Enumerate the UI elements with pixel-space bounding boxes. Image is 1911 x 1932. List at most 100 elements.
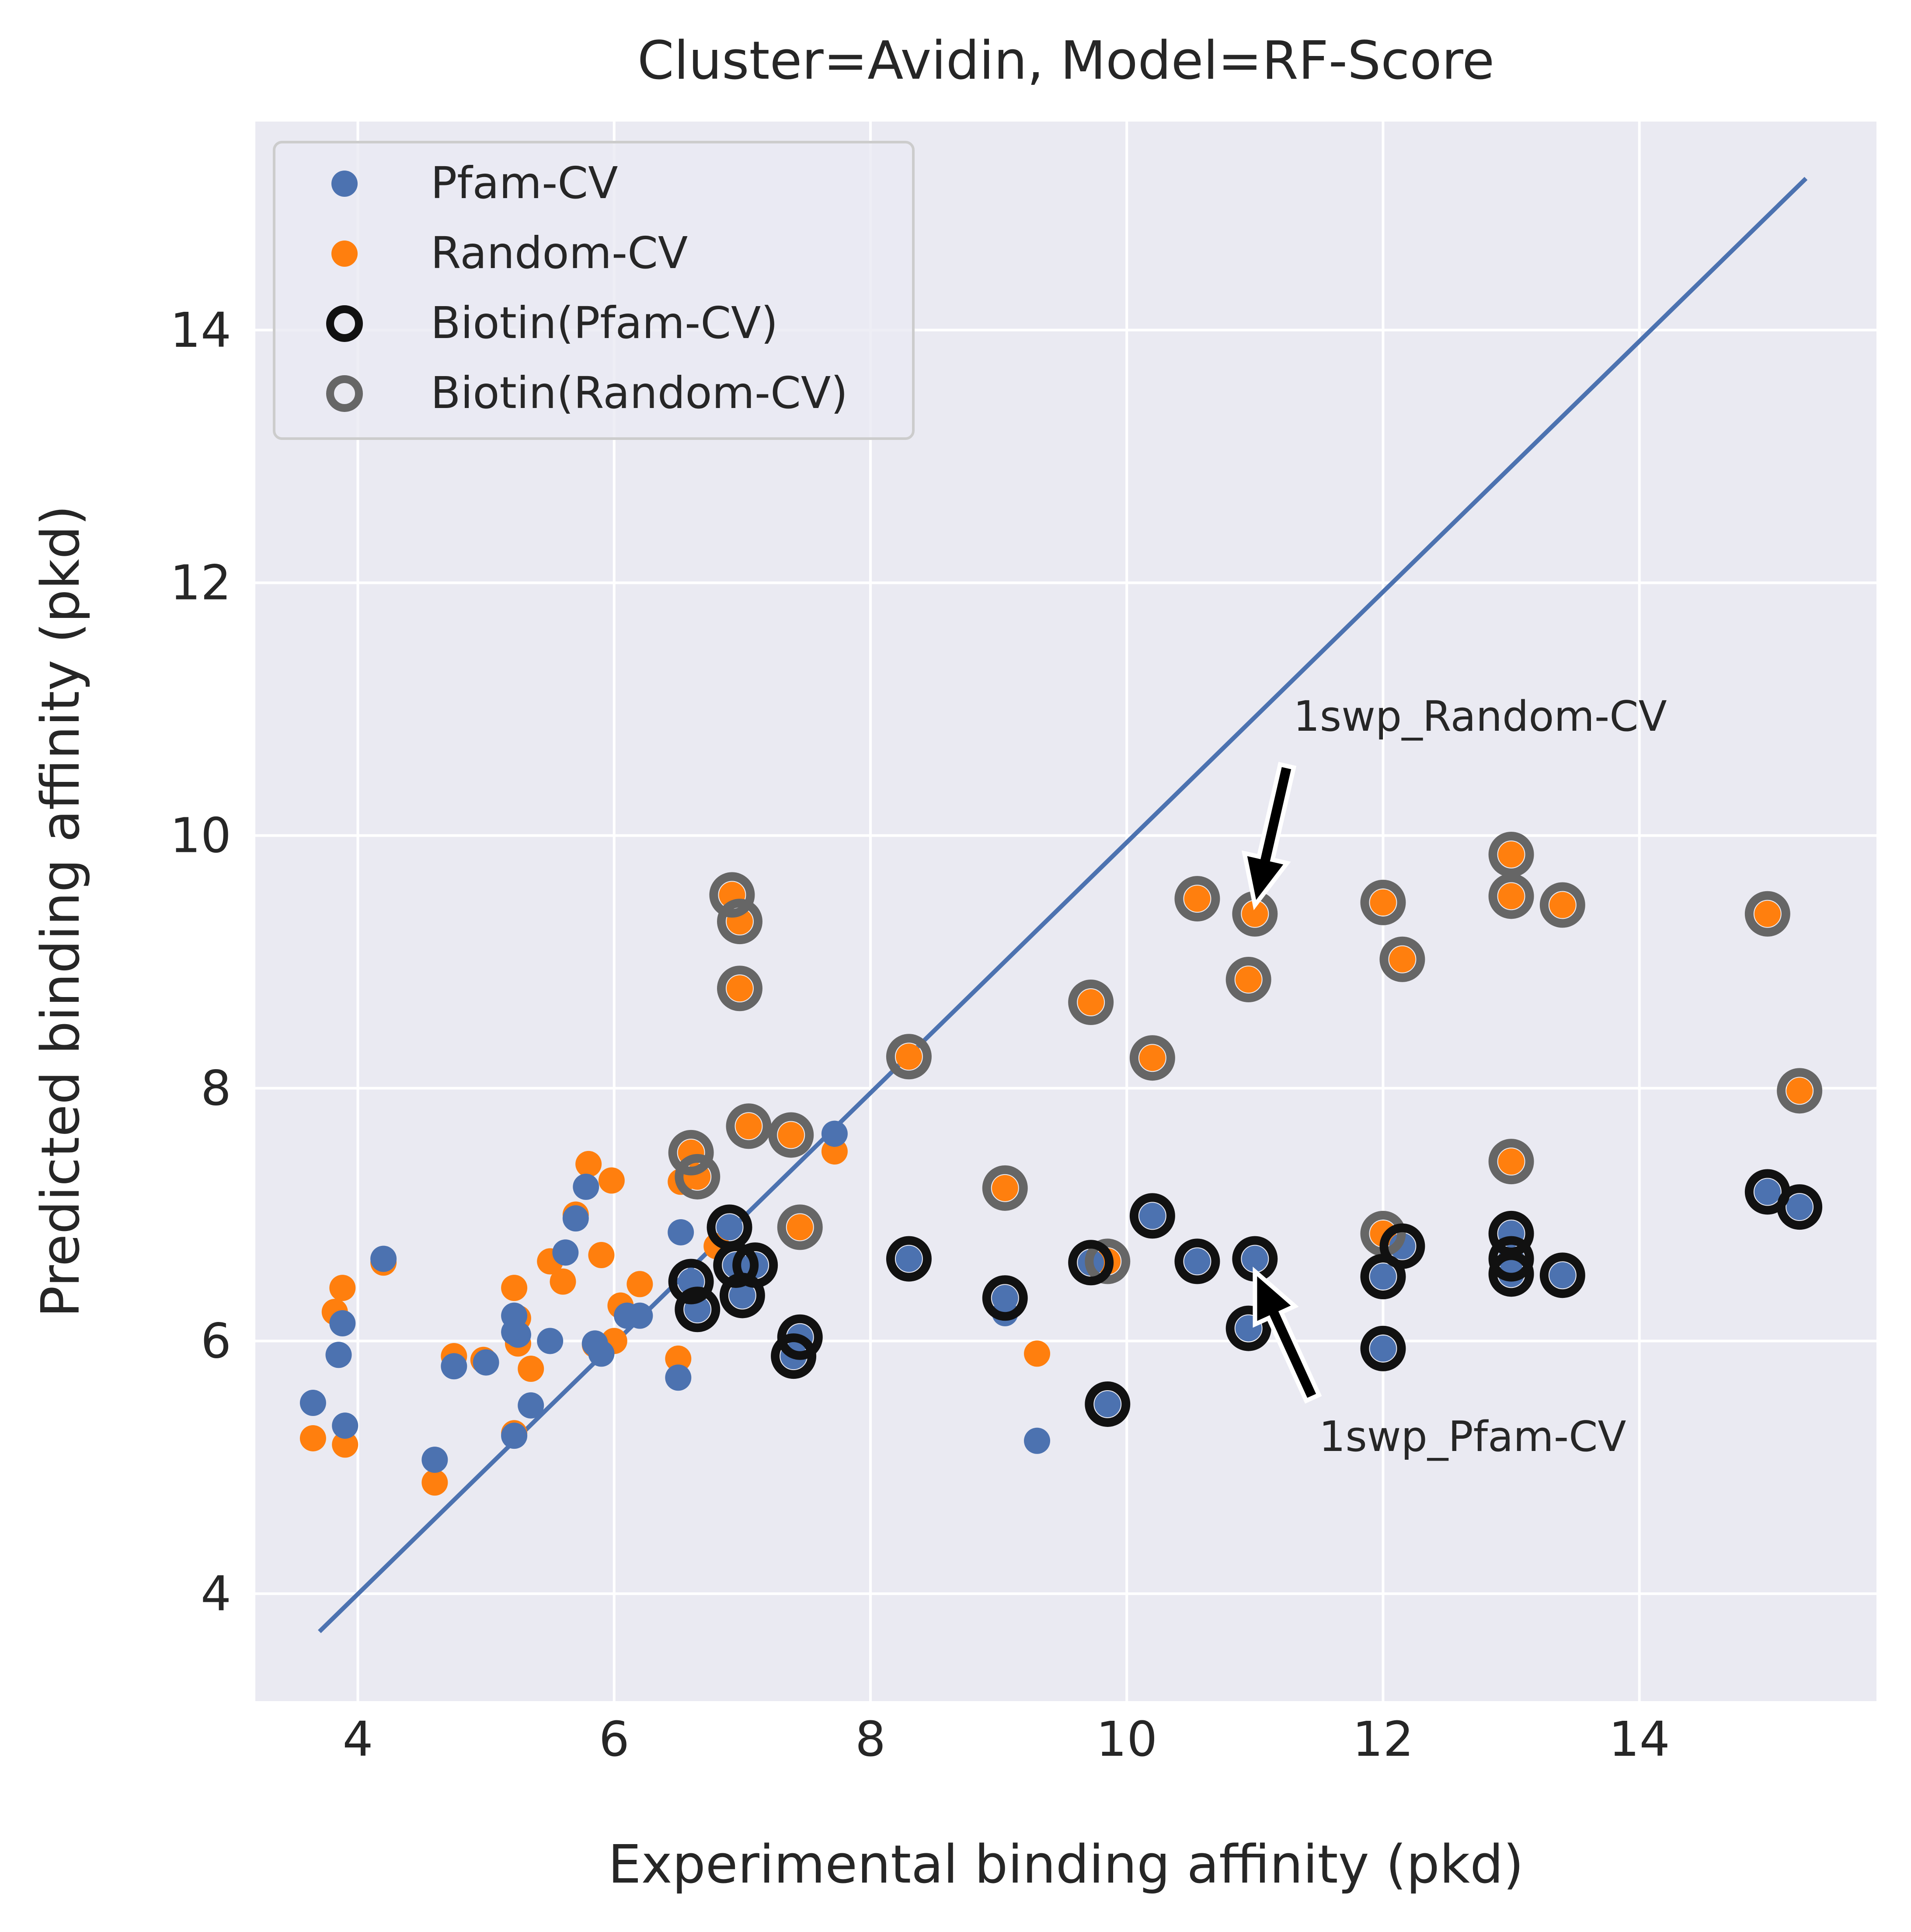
random-cv-point: [665, 1345, 692, 1372]
legend-marker: [326, 375, 363, 412]
pfam-cv-point: [627, 1302, 653, 1329]
pfam-cv-point: [505, 1322, 531, 1348]
pfam-cv-point: [1024, 1427, 1051, 1454]
biotin-random-cv-ring: [982, 1165, 1028, 1211]
biotin-pfam-cv-ring: [732, 1242, 778, 1288]
biotin-pfam-cv-ring: [675, 1287, 721, 1332]
legend-marker: [331, 171, 358, 197]
x-tick-label: 4: [342, 1711, 373, 1767]
biotin-pfam-cv-ring: [1360, 1325, 1406, 1371]
biotin-pfam-cv-ring: [1085, 1381, 1131, 1427]
random-cv-point: [1389, 946, 1416, 973]
biotin-random-cv-ring: [726, 1103, 772, 1149]
pfam-cv-point: [441, 1353, 467, 1380]
random-cv-point: [1139, 1045, 1166, 1071]
random-cv-point: [1754, 900, 1781, 927]
annotation-arrow: [1241, 762, 1297, 910]
pfam-cv-point: [588, 1340, 615, 1367]
chart-title: Cluster=Avidin, Model=RF-Score: [637, 31, 1494, 91]
biotin-pfam-cv-ring: [1174, 1238, 1220, 1284]
x-tick-label: 10: [1096, 1711, 1157, 1767]
legend-marker: [331, 241, 358, 267]
pfam-cv-point: [1184, 1248, 1211, 1275]
random-cv-point: [627, 1271, 653, 1297]
legend-label: Biotin(Pfam-CV): [431, 297, 778, 349]
biotin-random-cv-ring: [675, 1154, 721, 1200]
biotin-random-cv-ring: [1174, 876, 1220, 922]
biotin-pfam-cv-ring: [1225, 1305, 1271, 1351]
random-cv-point: [575, 1151, 602, 1177]
y-axis-label: Predicted binding affinity (pkd): [31, 505, 91, 1318]
pfam-cv-point: [473, 1349, 499, 1376]
biotin-random-cv-ring: [886, 1034, 932, 1080]
random-cv-point: [1242, 900, 1268, 927]
random-cv-point: [778, 1122, 804, 1148]
legend-label: Pfam-CV: [431, 157, 618, 209]
random-cv-point: [1498, 1148, 1525, 1175]
random-cv-point: [299, 1425, 326, 1451]
pfam-cv-point: [895, 1245, 922, 1272]
pfam-cv-point: [716, 1214, 743, 1241]
x-tick-label: 14: [1609, 1711, 1670, 1767]
pfam-cv-point: [1242, 1245, 1268, 1272]
pfam-cv-point: [370, 1245, 397, 1272]
random-cv-point: [550, 1268, 576, 1295]
biotin-pfam-cv-ring: [1777, 1184, 1823, 1230]
random-cv-point: [1498, 841, 1525, 868]
random-cv-point: [588, 1242, 615, 1268]
annotations: 1swp_Random-CV 1swp_Pfam-CV: [1241, 693, 1667, 1461]
pfam-cv-point: [1370, 1335, 1396, 1362]
random-cv-point: [518, 1356, 544, 1382]
pfam-cv-point: [729, 1282, 755, 1309]
biotin-pfam-cv-ring: [713, 1242, 759, 1288]
biotin-random-cv-ring: [709, 872, 755, 918]
biotin-random-cv-ring: [1360, 879, 1406, 925]
biotin-pfam-cv-ring: [1488, 1251, 1534, 1297]
random-cv-point: [1549, 892, 1576, 918]
pfam-cv-point: [299, 1390, 326, 1416]
random-cv-point: [501, 1275, 528, 1301]
pfam-cv-point: [1370, 1263, 1396, 1290]
legend: Pfam-CV Random-CV Biotin(Pfam-CV) Biotin(Ra…: [273, 141, 915, 440]
legend-box: [273, 141, 915, 440]
pfam-cv-point: [668, 1219, 694, 1245]
x-tick-label: 12: [1352, 1711, 1413, 1767]
biotin-pfam-cv-ring: [1539, 1252, 1585, 1298]
random-cv-point: [1498, 883, 1525, 910]
pfam-cv-point: [537, 1328, 564, 1354]
biotin-pfam-cv-ring: [1379, 1223, 1425, 1269]
identity-line-group: [318, 177, 1808, 1633]
y-tick-label: 8: [201, 1060, 231, 1116]
biotin-pfam-cv-ring: [668, 1259, 714, 1304]
biotin-random-cv-ring: [1488, 831, 1534, 877]
legend-label: Random-CV: [431, 227, 688, 279]
random-cv-point: [787, 1214, 813, 1241]
biotin-random-cv-ring: [668, 1130, 714, 1175]
random-cv-point: [727, 975, 753, 1002]
y-tick-labels: 4 6 8 10 12 14: [170, 302, 231, 1622]
biotin-random-cv-ring: [1085, 1238, 1131, 1284]
biotin-random-cv-ring: [1488, 873, 1534, 919]
pfam-cv-point: [332, 1412, 359, 1439]
y-tick-label: 6: [201, 1313, 231, 1369]
biotin-random-cv-ring: [1744, 891, 1790, 937]
pfam-cv-point: [1139, 1203, 1166, 1229]
biotin-random-cv-ring: [1488, 1139, 1534, 1185]
x-axis-label: Experimental binding affinity (pkd): [608, 1834, 1524, 1895]
pfam-cv-point: [518, 1392, 544, 1419]
y-tick-label: 12: [170, 555, 231, 611]
biotin-random-cv-ring: [1068, 980, 1114, 1025]
random-cv-point: [329, 1275, 356, 1301]
annotation-label: 1swp_Pfam-CV: [1319, 1413, 1626, 1461]
pfam-cv-point: [421, 1447, 448, 1473]
pfam-cv-point: [1754, 1179, 1781, 1205]
x-tick-label: 8: [855, 1711, 886, 1767]
random-cv-point: [1370, 889, 1396, 916]
annotation-arrow: [1253, 1266, 1322, 1404]
biotin-random-cv-ring: [777, 1204, 823, 1250]
random-cv-point: [735, 1113, 762, 1140]
pfam-cv-point: [501, 1423, 528, 1449]
annotation-label: 1swp_Random-CV: [1293, 693, 1667, 741]
pfam-cv-point: [1786, 1194, 1813, 1221]
